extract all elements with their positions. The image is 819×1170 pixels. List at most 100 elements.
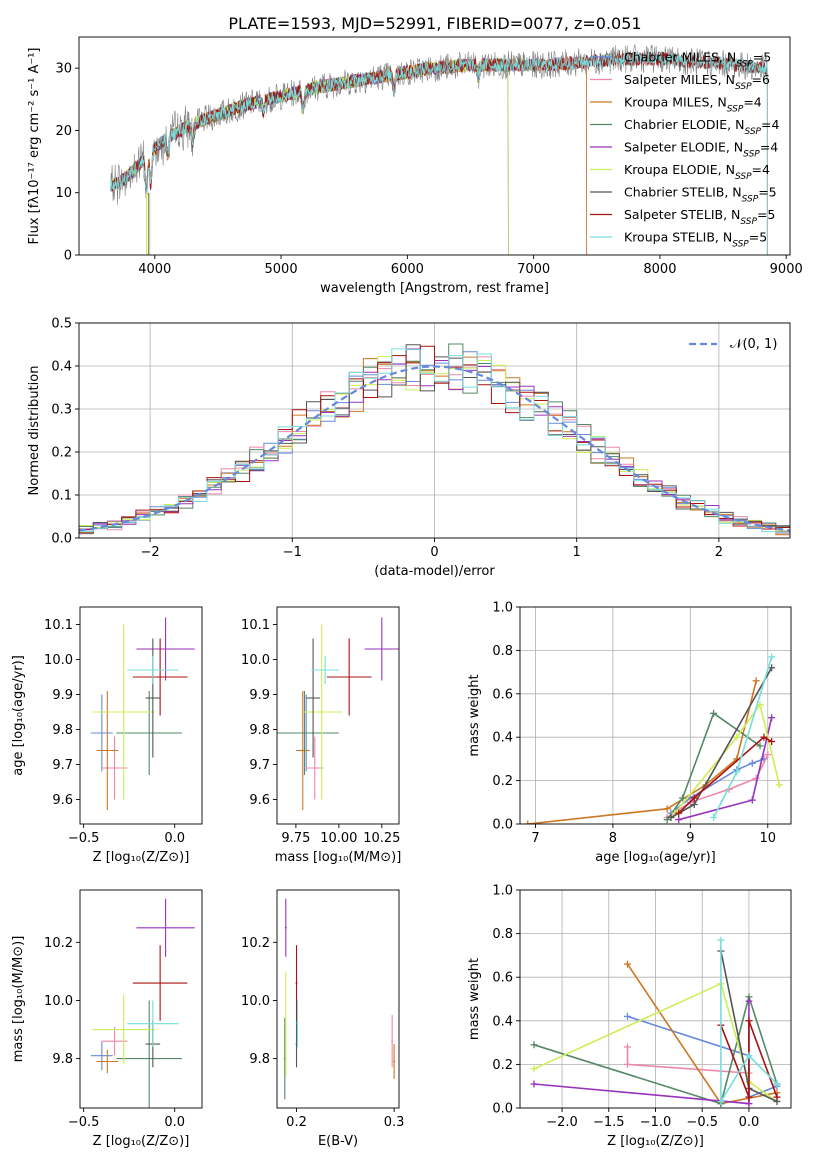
- legend-label: Kroupa ELODIE, NSSP=4: [624, 162, 770, 182]
- y-tick-label: 0.2: [492, 774, 513, 789]
- x-axis-label: mass [log₁₀(M/M⊙)]: [275, 850, 402, 865]
- axes-frame-age_vs_Z: −0.5 0.0 9.6 9.7 9.8 9.9 10.0 10.1 Z [log₁₀(Z/Z⊙…: [11, 606, 203, 865]
- y-tick-label: 9.7: [52, 758, 73, 773]
- x-tick-label: 4000: [138, 262, 171, 277]
- x-tick-label: 7000: [517, 262, 550, 277]
- weight-line: [533, 1001, 750, 1105]
- y-tick-label: 0.2: [492, 1058, 513, 1073]
- legend-label: Chabrier STELIB, NSSP=5: [624, 185, 777, 205]
- y-tick-label: 10.1: [44, 618, 73, 633]
- x-tick-label: 8000: [643, 262, 676, 277]
- chart-layer: 4000 5000 6000 7000 8000 90000102030wavelengt…: [11, 36, 803, 1149]
- panel-mass_vs_ebv: 0.2 0.3 9.8 10.0 10.2 E(B-V): [241, 889, 405, 1149]
- panel-age_vs_mass: 9.75 10.00 10.25 9.6 9.7 9.8 9.9 10.0 10.1 mass […: [241, 606, 402, 865]
- y-axis-label: age [log₁₀(age/yr)]: [11, 655, 26, 776]
- legend: 𝒩(0, 1): [689, 337, 777, 352]
- axes-border: [276, 889, 400, 1109]
- weight-line: [674, 702, 781, 814]
- histogram-step: [79, 345, 790, 530]
- y-tick-label: 0.0: [492, 818, 513, 833]
- x-tick-label: −0.5: [686, 1115, 718, 1130]
- y-tick-label: 9.8: [249, 723, 270, 738]
- axes-frame-spectrum: 4000 5000 6000 7000 8000 9000 0 10 20 30 wavelengt…: [27, 36, 803, 296]
- x-tick-label: 0: [430, 545, 438, 560]
- x-tick-label: −1.5: [593, 1115, 625, 1130]
- y-tick-label: 0.4: [492, 731, 513, 746]
- axes-border: [276, 606, 400, 825]
- legend-label: Salpeter MILES, NSSP=6: [624, 72, 770, 92]
- y-axis-label: mass weight: [467, 674, 482, 756]
- y-tick-label: 30: [55, 62, 72, 77]
- y-tick-label: 10.0: [44, 653, 73, 668]
- weight-line: [720, 940, 778, 1105]
- x-tick-label: 6000: [391, 262, 424, 277]
- axes-frame-mass_vs_Z: −0.5 0.0 9.8 10.0 10.2 Z [log₁₀(Z/Z⊙)] mass [l…: [11, 889, 203, 1149]
- y-tick-label: 0.6: [492, 687, 513, 702]
- legend-label: Chabrier ELODIE, NSSP=4: [624, 117, 779, 137]
- y-tick-label: 10.2: [44, 936, 73, 951]
- y-tick-label: 9.8: [52, 1052, 73, 1067]
- x-tick-label: −1.0: [640, 1115, 672, 1130]
- x-axis-label: E(B-V): [318, 1134, 358, 1149]
- y-axis-label: mass [log₁₀(M/M⊙)]: [11, 936, 26, 1063]
- plot-area-mass_vs_Z: [90, 898, 195, 1108]
- y-tick-label: 0.0: [492, 1102, 513, 1117]
- x-tick-label: 2: [715, 545, 723, 560]
- x-tick-label: 0.2: [286, 1115, 307, 1130]
- x-axis-label: age [log₁₀(age/yr)]: [595, 850, 716, 865]
- x-tick-label: −0.5: [68, 831, 100, 846]
- x-tick-label: 0.0: [164, 1115, 185, 1130]
- x-tick-label: −1: [283, 545, 302, 560]
- panel-spectrum: 4000 5000 6000 7000 8000 9000 0 10 20 30 wavelengt…: [27, 36, 803, 296]
- x-axis-label: (data-model)/error: [374, 564, 495, 579]
- weight-line: [533, 993, 778, 1105]
- x-tick-label: 0.3: [384, 1115, 405, 1130]
- y-axis-label: mass weight: [467, 958, 482, 1040]
- y-tick-label: 10.0: [44, 994, 73, 1009]
- x-tick-label: 9000: [770, 262, 803, 277]
- y-tick-label: 0.5: [51, 317, 72, 332]
- legend-label: Salpeter ELODIE, NSSP=4: [624, 140, 778, 160]
- panel-massweight_vs_Z: −2.0 −1.5 −1.0 −0.5 0.0 0.0 0.2 0.4 0.6 0.8 1.0 Z […: [467, 884, 792, 1149]
- plot-area-spectrum: [110, 43, 768, 255]
- y-axis-label: Flux [fλ10⁻¹⁷ erg cm⁻² s⁻¹ A⁻¹]: [27, 48, 42, 245]
- plot-area-massweight_vs_age: [524, 653, 783, 824]
- axes-border: [78, 36, 791, 256]
- x-axis-label: Z [log₁₀(Z/Z⊙)]: [93, 1134, 190, 1149]
- x-tick-label: 10.00: [320, 831, 357, 846]
- x-tick-label: 7: [531, 831, 539, 846]
- weight-line: [678, 736, 772, 814]
- axes-border: [519, 606, 792, 825]
- x-tick-label: 10: [759, 831, 776, 846]
- x-tick-label: 9: [686, 831, 694, 846]
- figure-title: PLATE=1593, MJD=52991, FIBERID=0077, z=0…: [228, 14, 641, 33]
- y-tick-label: 10.0: [241, 653, 270, 668]
- y-tick-label: 1.0: [492, 884, 513, 899]
- panel-massweight_vs_age: 7 8 9 10 0.0 0.2 0.4 0.6 0.8 1.0 age [log₁₀(age/yr…: [467, 601, 792, 865]
- x-tick-label: 0.0: [739, 1115, 760, 1130]
- x-tick-label: 9.75: [281, 831, 310, 846]
- plot-area-residuals: [79, 343, 790, 536]
- x-axis-label: Z [log₁₀(Z/Z⊙)]: [93, 850, 190, 865]
- y-tick-label: 0.0: [51, 532, 72, 547]
- y-tick-label: 10: [55, 186, 72, 201]
- weight-line: [533, 982, 778, 1103]
- y-tick-label: 0.8: [492, 927, 513, 942]
- x-tick-label: 10.25: [363, 831, 400, 846]
- x-tick-label: 5000: [265, 262, 298, 277]
- y-tick-label: 9.6: [249, 793, 270, 808]
- y-tick-label: 0.8: [492, 644, 513, 659]
- x-tick-label: −2: [141, 545, 160, 560]
- x-axis-label: Z [log₁₀(Z/Z⊙)]: [607, 1134, 704, 1149]
- axes-frame-age_vs_mass: 9.75 10.00 10.25 9.6 9.7 9.8 9.9 10.0 10.1 mass […: [241, 606, 402, 865]
- y-tick-label: 10.0: [241, 994, 270, 1009]
- legend-label: Kroupa STELIB, NSSP=5: [624, 230, 767, 250]
- y-tick-label: 20: [55, 124, 72, 139]
- axes-frame-massweight_vs_Z: −2.0 −1.5 −1.0 −0.5 0.0 0.0 0.2 0.4 0.6 0.8 1.0 Z […: [467, 884, 792, 1149]
- panel-age_vs_Z: −0.5 0.0 9.6 9.7 9.8 9.9 10.0 10.1 Z [log₁₀(Z/Z⊙…: [11, 606, 203, 865]
- axes-frame-mass_vs_ebv: 0.2 0.3 9.8 10.0 10.2 E(B-V): [241, 889, 405, 1149]
- y-tick-label: 9.8: [52, 723, 73, 738]
- axes-border: [79, 889, 203, 1109]
